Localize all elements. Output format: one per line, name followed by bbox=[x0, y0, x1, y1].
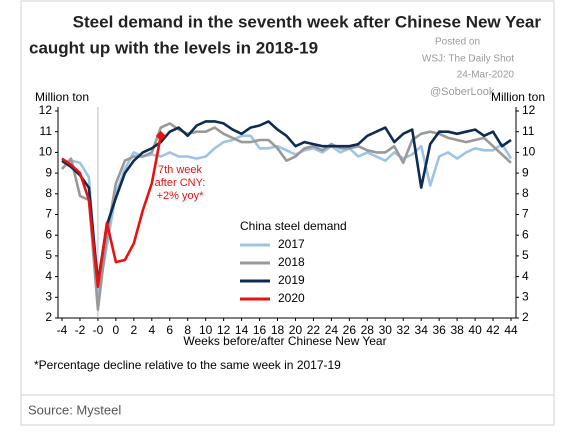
x-tick-label: 38 bbox=[450, 323, 464, 337]
x-tick-label: 32 bbox=[397, 323, 411, 337]
x-tick-label: 8 bbox=[184, 323, 191, 337]
annotation: +2% yoy* bbox=[157, 190, 204, 202]
legend-label: 2020 bbox=[278, 291, 305, 305]
y-tick-label: 11 bbox=[40, 124, 53, 138]
watermark: 24-Mar-2020 bbox=[457, 70, 515, 81]
y2-tick-label: 12 bbox=[522, 103, 536, 117]
y-tick-label: 4 bbox=[45, 269, 52, 283]
y-tick-label: 7 bbox=[45, 207, 52, 221]
x-tick-label: 42 bbox=[486, 323, 500, 337]
annotation: after CNY: bbox=[155, 177, 206, 189]
y-tick-label: 8 bbox=[45, 186, 52, 200]
y2-tick-label: 8 bbox=[522, 186, 529, 200]
annotation: 7th week bbox=[158, 164, 203, 176]
x-tick-label: 30 bbox=[379, 323, 393, 337]
x-axis-label: Weeks before/after Chinese New Year bbox=[183, 334, 386, 348]
y2-tick-label: 2 bbox=[522, 310, 529, 324]
x-tick-label: 6 bbox=[166, 323, 173, 337]
x-tick-label: 12 bbox=[217, 323, 231, 337]
y2-tick-label: 7 bbox=[522, 207, 529, 221]
x-tick-label: -0 bbox=[93, 323, 104, 337]
y2-tick-label: 9 bbox=[522, 165, 529, 179]
x-tick-label: 2 bbox=[130, 323, 137, 337]
watermark: Posted on bbox=[435, 37, 480, 48]
legend-label: 2017 bbox=[278, 237, 305, 251]
chart-title: Steel demand in the seventh week after C… bbox=[73, 12, 542, 31]
x-tick-label: 40 bbox=[468, 323, 482, 337]
watermark: @SoberLook bbox=[430, 86, 495, 98]
y2-tick-label: 6 bbox=[522, 227, 529, 241]
series-line bbox=[61, 135, 163, 289]
x-tick-label: 22 bbox=[307, 323, 321, 337]
legend-label: 2019 bbox=[278, 273, 305, 287]
x-tick-label: 36 bbox=[432, 323, 446, 337]
y-tick-label: 10 bbox=[39, 145, 53, 159]
legend-title: China steel demand bbox=[240, 219, 347, 233]
y-axis-label: Million ton bbox=[35, 90, 89, 104]
y-tick-label: 6 bbox=[45, 227, 52, 241]
x-tick-label: 0 bbox=[113, 323, 120, 337]
footnote: *Percentage decline relative to the same… bbox=[34, 358, 341, 372]
y2-tick-label: 10 bbox=[522, 145, 536, 159]
x-tick-label: 26 bbox=[343, 323, 357, 337]
x-tick-label: 14 bbox=[235, 323, 249, 337]
x-tick-label: 44 bbox=[504, 323, 518, 337]
y-tick-label: 12 bbox=[39, 103, 53, 117]
source: Source: Mysteel bbox=[28, 402, 121, 417]
y2-tick-label: 3 bbox=[522, 289, 529, 303]
watermark: WSJ: The Daily Shot bbox=[422, 54, 514, 65]
y2-tick-label: 4 bbox=[522, 269, 529, 283]
y-tick-label: 3 bbox=[45, 289, 52, 303]
x-tick-label: 20 bbox=[289, 323, 303, 337]
legend-label: 2018 bbox=[278, 255, 305, 269]
x-tick-label: -2 bbox=[75, 323, 86, 337]
y-tick-label: 9 bbox=[45, 165, 52, 179]
series-line bbox=[61, 120, 512, 285]
x-tick-label: 18 bbox=[271, 323, 285, 337]
x-tick-label: 28 bbox=[361, 323, 375, 337]
x-tick-label: 10 bbox=[199, 323, 213, 337]
y-tick-label: 2 bbox=[45, 310, 52, 324]
chart-title: caught up with the levels in 2018-19 bbox=[29, 38, 318, 57]
y2-tick-label: 11 bbox=[522, 124, 535, 138]
y2-axis-label: Million ton bbox=[491, 90, 545, 104]
y-tick-label: 5 bbox=[45, 248, 52, 262]
x-tick-label: 24 bbox=[325, 323, 339, 337]
end-marker bbox=[155, 130, 166, 141]
frame bbox=[20, 0, 555, 426]
x-tick-label: 4 bbox=[148, 323, 155, 337]
x-tick-label: 16 bbox=[253, 323, 267, 337]
y2-tick-label: 5 bbox=[522, 248, 529, 262]
series-line bbox=[61, 134, 513, 299]
x-tick-label: 34 bbox=[415, 323, 429, 337]
x-tick-label: -4 bbox=[57, 323, 68, 337]
